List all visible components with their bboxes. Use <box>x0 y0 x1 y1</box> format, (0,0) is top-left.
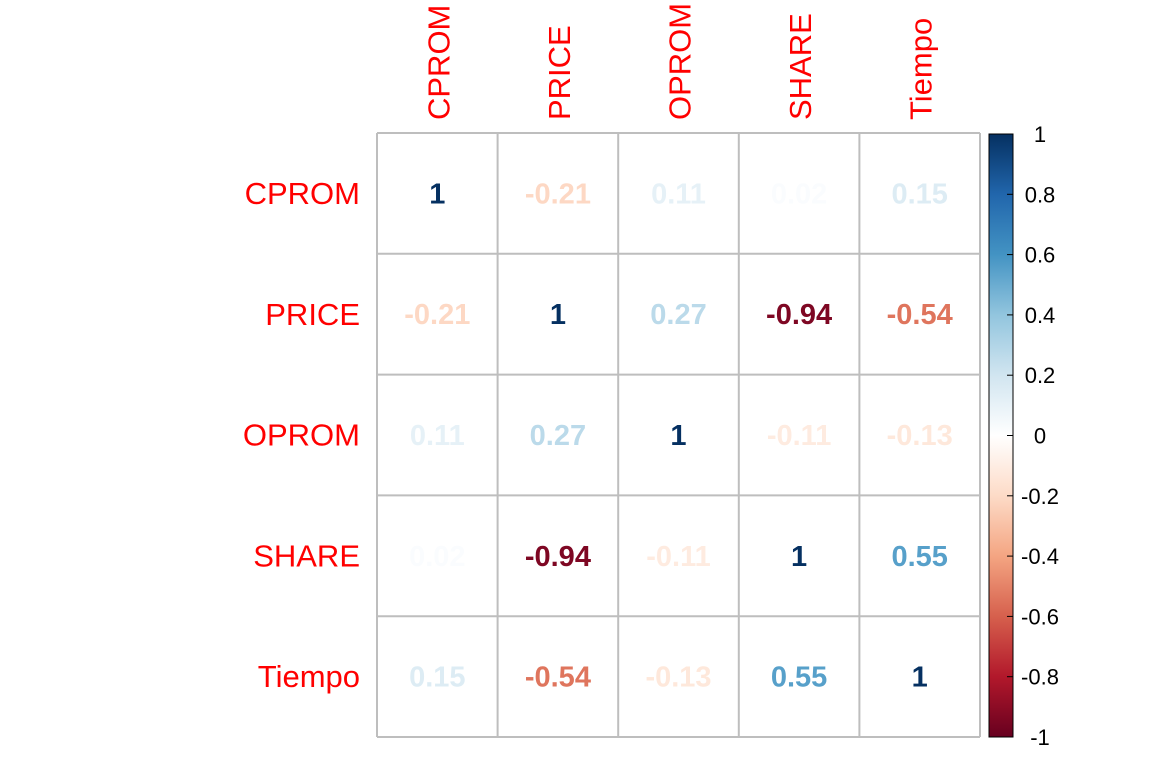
cell-value-price-oprom: 0.27 <box>650 299 706 331</box>
colorbar-tick-label: 1 <box>1034 122 1046 147</box>
colorbar-tick-label: 0 <box>1034 424 1046 449</box>
cell-value-oprom-cprom: 0.11 <box>410 420 465 452</box>
cell-value-cprom-oprom: 0.11 <box>651 178 706 210</box>
colorbar-tick-label: -0.8 <box>1021 665 1059 690</box>
cell-value-oprom-price: 0.27 <box>530 420 586 452</box>
cell-value-tiempo-tiempo: 1 <box>912 662 928 694</box>
colorbar: 1 0.8 0.6 0.4 0.2 0 -0.2 -0.4 -0.6 -0.8 -1 <box>988 122 1059 750</box>
colorbar-tick-label: 0.6 <box>1025 243 1056 268</box>
cell-value-share-oprom: -0.11 <box>646 541 711 573</box>
cell-value-price-share: -0.94 <box>766 299 832 331</box>
cell-value-oprom-share: -0.11 <box>767 420 832 452</box>
cell-value-price-cprom: -0.21 <box>404 299 470 331</box>
cell-value-share-price: -0.94 <box>525 541 591 573</box>
row-label-share: SHARE <box>253 538 360 573</box>
cell-value-share-cprom: 0.02 <box>409 541 465 573</box>
colorbar-tick-label: -0.2 <box>1021 484 1059 509</box>
row-label-oprom: OPROM <box>243 418 360 453</box>
matrix-grid <box>376 132 981 738</box>
cell-value-oprom-tiempo: -0.13 <box>887 420 953 452</box>
matrix-cells: 1 -0.21 0.11 0.02 0.15 -0.21 1 0.27 -0.94 -0.54 0.… <box>404 178 953 693</box>
colorbar-tick-label: 0.8 <box>1025 182 1056 207</box>
cell-value-tiempo-cprom: 0.15 <box>409 662 465 694</box>
column-label-oprom: OPROM <box>663 3 698 120</box>
colorbar-tick-label: -0.4 <box>1021 544 1059 569</box>
cell-value-share-share: 1 <box>791 541 807 573</box>
cell-value-cprom-price: -0.21 <box>525 178 591 210</box>
row-label-cprom: CPROM <box>245 176 360 211</box>
colorbar-tick-label: -0.6 <box>1021 604 1059 629</box>
row-label-tiempo: Tiempo <box>258 659 360 694</box>
cell-value-cprom-share: 0.02 <box>771 178 827 210</box>
cell-value-tiempo-share: 0.55 <box>771 662 827 694</box>
colorbar-tick-label: 0.4 <box>1025 303 1056 328</box>
cell-value-tiempo-oprom: -0.13 <box>645 662 711 694</box>
cell-value-cprom-tiempo: 0.15 <box>891 178 947 210</box>
colorbar-tick-label: 0.2 <box>1025 363 1056 388</box>
column-label-tiempo: Tiempo <box>904 18 939 120</box>
column-labels: CPROM PRICE OPROM SHARE Tiempo <box>421 3 938 120</box>
cell-value-oprom-oprom: 1 <box>670 420 686 452</box>
cell-value-cprom-cprom: 1 <box>429 178 445 210</box>
column-label-share: SHARE <box>783 13 818 120</box>
column-label-price: PRICE <box>542 25 577 120</box>
cell-value-share-tiempo: 0.55 <box>891 541 947 573</box>
cell-value-price-price: 1 <box>550 299 566 331</box>
colorbar-tick-label: -1 <box>1030 725 1050 750</box>
row-labels: CPROM PRICE OPROM SHARE Tiempo <box>243 176 360 694</box>
cell-value-price-tiempo: -0.54 <box>887 299 953 331</box>
column-label-cprom: CPROM <box>421 5 456 120</box>
row-label-price: PRICE <box>265 297 360 332</box>
cell-value-tiempo-price: -0.54 <box>525 662 591 694</box>
